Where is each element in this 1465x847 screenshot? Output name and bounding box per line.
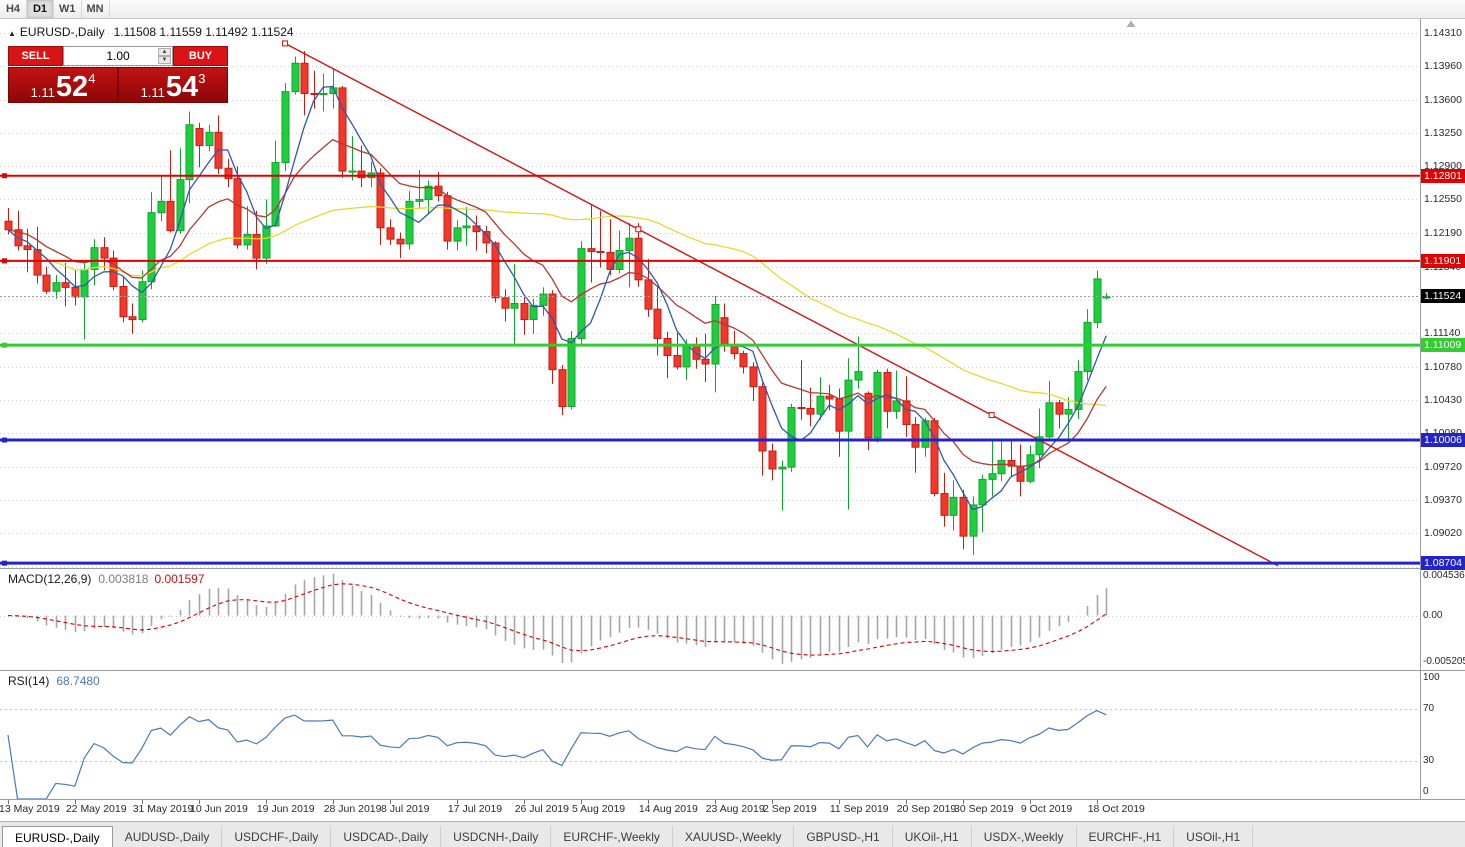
pane-separator-macd[interactable] [0, 566, 1420, 571]
chart-tab-usoil-h1[interactable]: USOil-,H1 [1174, 826, 1254, 847]
rsi-name: RSI(14) [8, 674, 50, 688]
buy-price-sup: 3 [198, 71, 206, 86]
price-axis[interactable] [1421, 19, 1465, 800]
timeframe-button-d1[interactable]: D1 [27, 0, 54, 18]
chart-tab-eurusd-daily[interactable]: EURUSD-,Daily [2, 826, 113, 847]
chart-tab-usdx-weekly[interactable]: USDX-,Weekly [972, 826, 1077, 847]
chart-tab-eurchf-weekly[interactable]: EURCHF-,Weekly [551, 826, 673, 847]
chart-ohlc-values: 1.11508 1.11559 1.11492 1.11524 [113, 25, 294, 39]
chart-tab-usdchf-daily[interactable]: USDCHF-,Daily [222, 826, 332, 847]
chart-tab-ukoil-h1[interactable]: UKOil-,H1 [893, 826, 972, 847]
one-click-panel-toggle-icon[interactable]: ▲ [8, 29, 16, 38]
volume-increase-button[interactable]: ▲ [158, 48, 171, 56]
timeframe-button-w1[interactable]: W1 [54, 0, 82, 18]
pane-separator-rsi[interactable] [0, 668, 1420, 673]
buy-price-prefix: 1.11 [140, 85, 165, 100]
chart-symbol-period: EURUSD-,Daily [19, 25, 105, 39]
chart-tab-usdcad-daily[interactable]: USDCAD-,Daily [331, 826, 442, 847]
volume-value[interactable]: 1.00 [106, 49, 130, 63]
chart-tab-bar: EURUSD-,Daily AUDUSD-,Daily USDCHF-,Daily U… [0, 821, 1465, 847]
macd-indicator-label: MACD(12,26,9) 0.003818 0.001597 [8, 572, 205, 586]
rsi-value: 68.7480 [56, 674, 100, 688]
sell-button[interactable]: SELL [8, 46, 63, 66]
one-click-trading-panel: SELL 1.00 ▲ ▼ BUY 1.11 52 4 1.11 54 3 [8, 46, 228, 103]
sell-price-display[interactable]: 1.11 52 4 [8, 67, 118, 103]
timeframe-toolbar: H4 D1 W1 MN [0, 0, 1465, 19]
chart-tab-xauusd-weekly[interactable]: XAUUSD-,Weekly [673, 826, 795, 847]
buy-price-display[interactable]: 1.11 54 3 [118, 67, 228, 103]
date-axis[interactable] [0, 800, 1420, 821]
chart-tabs: EURUSD-,Daily AUDUSD-,Daily USDCHF-,Daily U… [2, 826, 1465, 847]
macd-signal-value: 0.001597 [154, 572, 205, 586]
rsi-indicator-label: RSI(14) 68.7480 [8, 674, 100, 688]
chart-tab-usdcnh-daily[interactable]: USDCNH-,Daily [441, 826, 552, 847]
volume-decrease-button[interactable]: ▼ [158, 56, 171, 64]
sell-price-prefix: 1.11 [30, 85, 55, 100]
buy-button[interactable]: BUY [173, 46, 228, 66]
chart-tab-audusd-daily[interactable]: AUDUSD-,Daily [113, 826, 223, 847]
volume-spinner: ▲ ▼ [158, 48, 171, 64]
chart-tab-eurchf-h1[interactable]: EURCHF-,H1 [1077, 826, 1175, 847]
timeframe-button-h4[interactable]: H4 [0, 0, 27, 18]
sell-price-big: 52 [55, 71, 89, 103]
trade-panel-prices: 1.11 52 4 1.11 54 3 [8, 67, 228, 103]
timeframe-button-mn[interactable]: MN [82, 0, 110, 18]
volume-field[interactable]: 1.00 ▲ ▼ [63, 46, 173, 66]
buy-price-big: 54 [165, 71, 199, 103]
macd-main-value: 0.003818 [98, 572, 149, 586]
trade-panel-controls: SELL 1.00 ▲ ▼ BUY [8, 46, 228, 66]
chart-tab-gbpusd-h1[interactable]: GBPUSD-,H1 [794, 826, 893, 847]
chart-title: ▲ EURUSD-,Daily 1.11508 1.11559 1.11492 1.… [8, 25, 294, 39]
macd-name: MACD(12,26,9) [8, 572, 92, 586]
sell-price-sup: 4 [88, 71, 96, 86]
